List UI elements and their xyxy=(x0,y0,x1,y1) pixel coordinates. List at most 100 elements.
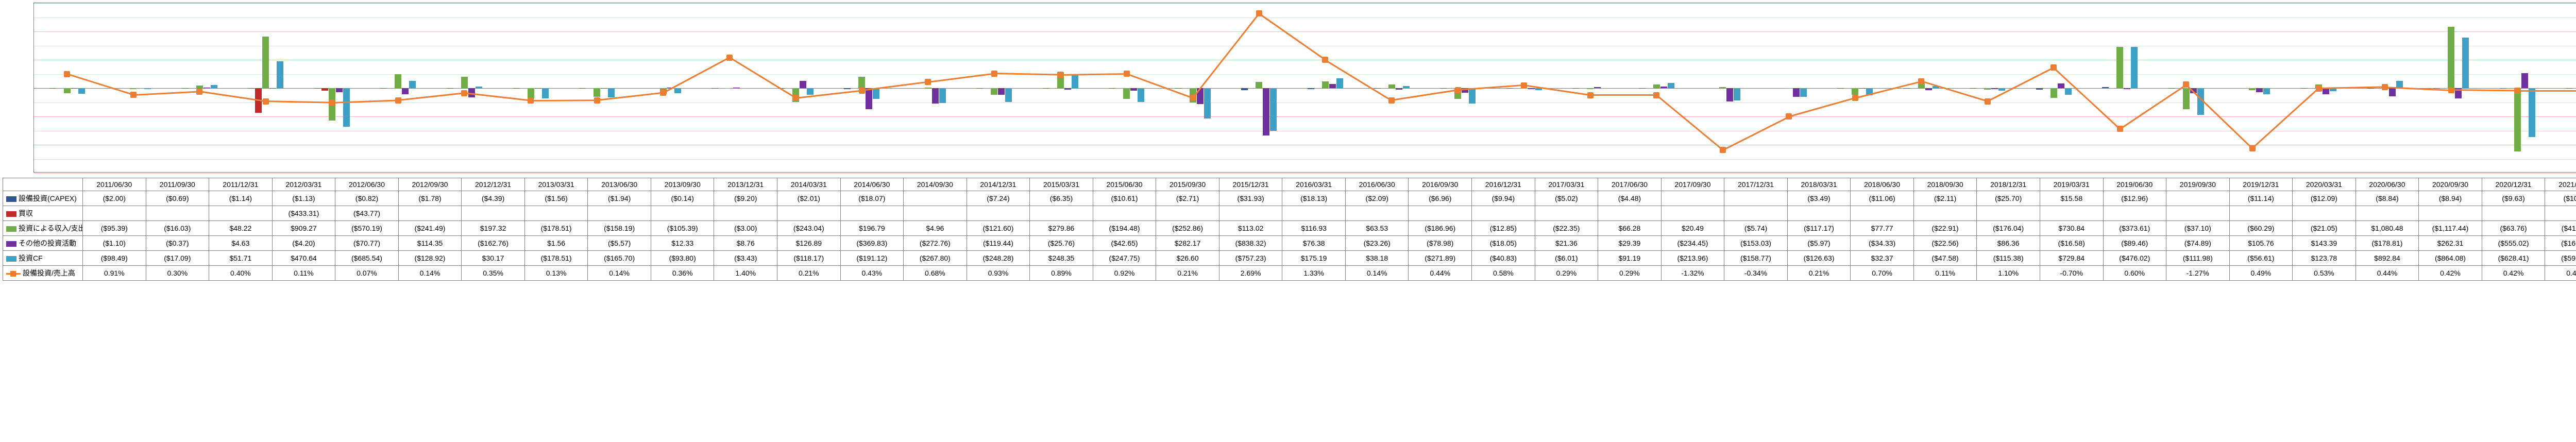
period-header: 2017/06/30 xyxy=(1598,178,1662,191)
cell-pct: 0.53% xyxy=(2293,266,2356,281)
bar-invest_cf xyxy=(1734,88,1740,100)
cell-other_invest_inc: ($186.96) xyxy=(1409,221,1472,236)
cell-pct: 0.46% xyxy=(2545,266,2576,281)
cell-invest_cf: ($3.43) xyxy=(714,251,777,266)
cell-other_invest_inc: ($570.19) xyxy=(335,221,399,236)
cell-other_invest_act: ($234.45) xyxy=(1661,236,1724,251)
period-header: 2014/09/30 xyxy=(904,178,967,191)
bar-invest_cf xyxy=(1204,88,1211,118)
cell-other_invest_act: ($272.76) xyxy=(904,236,967,251)
period-header: 2014/03/31 xyxy=(777,178,841,191)
bar-capex xyxy=(1506,88,1513,89)
cell-capex: ($18.13) xyxy=(1282,191,1346,206)
pct-line-segment xyxy=(67,74,133,96)
cell-capex: ($11.06) xyxy=(1851,191,1914,206)
period-header: 2015/09/30 xyxy=(1156,178,1219,191)
cell-pct: 0.14% xyxy=(398,266,462,281)
cell-invest_cf: ($628.41) xyxy=(2482,251,2545,266)
bar-invest_cf xyxy=(277,61,283,88)
cell-other_invest_act: ($16.58) xyxy=(2040,236,2103,251)
cell-capex: ($9.94) xyxy=(1472,191,1535,206)
cell-capex: ($18.07) xyxy=(840,191,904,206)
cell-other_invest_inc: ($22.35) xyxy=(1535,221,1598,236)
cell-capex xyxy=(1661,191,1724,206)
cell-other_invest_inc: $48.22 xyxy=(209,221,273,236)
pct-line-marker xyxy=(263,98,269,105)
bar-capex xyxy=(1043,88,1049,89)
row-header-other_invest_inc: 投資による収入/支出 xyxy=(3,221,83,236)
cell-acquisition xyxy=(1156,206,1219,221)
cell-acquisition xyxy=(840,206,904,221)
bar-other_invest_act xyxy=(1130,88,1137,91)
period-header: 2016/03/31 xyxy=(1282,178,1346,191)
period-header: 2018/09/30 xyxy=(1913,178,1977,191)
cell-invest_cf: ($213.96) xyxy=(1661,251,1724,266)
bar-other_invest_act xyxy=(1925,88,1932,90)
data-table: 2011/06/302011/09/302011/12/312012/03/31… xyxy=(3,178,2576,281)
cell-invest_cf: ($126.63) xyxy=(1787,251,1851,266)
cell-acquisition xyxy=(1093,206,1156,221)
cell-other_invest_inc: $66.28 xyxy=(1598,221,1662,236)
cell-acquisition xyxy=(1724,206,1788,221)
period-header: 2013/03/31 xyxy=(524,178,588,191)
cell-capex: ($7.24) xyxy=(967,191,1030,206)
cell-pct: 0.44% xyxy=(2355,266,2419,281)
cell-other_invest_inc: ($412.11) xyxy=(2545,221,2576,236)
bar-other_invest_inc xyxy=(395,74,401,88)
pct-line-marker xyxy=(2514,88,2520,94)
grid-line xyxy=(34,3,2576,4)
cell-invest_cf: $51.71 xyxy=(209,251,273,266)
pct-line-marker xyxy=(1322,57,1328,63)
cell-other_invest_inc: ($12.85) xyxy=(1472,221,1535,236)
cell-acquisition xyxy=(2166,206,2230,221)
cell-other_invest_inc: $63.53 xyxy=(1345,221,1409,236)
bar-capex xyxy=(2168,88,2175,89)
bar-other_invest_inc xyxy=(1587,88,1594,89)
row-header-capex: 設備投資(CAPEX) xyxy=(3,191,83,206)
period-header: 2016/12/31 xyxy=(1472,178,1535,191)
pct-line-marker xyxy=(1918,78,1924,84)
cell-other_invest_act: ($5.97) xyxy=(1787,236,1851,251)
cell-pct: 0.21% xyxy=(1787,266,1851,281)
cell-other_invest_act: $105.76 xyxy=(2229,236,2293,251)
cell-acquisition xyxy=(588,206,651,221)
pct-line-segment xyxy=(1192,13,1260,99)
bar-invest_cf xyxy=(873,88,879,99)
cell-other_invest_act: $1.56 xyxy=(524,236,588,251)
cell-capex: ($12.09) xyxy=(2293,191,2356,206)
cell-pct: 1.40% xyxy=(714,266,777,281)
cell-other_invest_act: $126.89 xyxy=(777,236,841,251)
cell-pct: 0.29% xyxy=(1535,266,1598,281)
cell-other_invest_inc: $730.84 xyxy=(2040,221,2103,236)
period-header: 2019/06/30 xyxy=(2103,178,2166,191)
bar-invest_cf xyxy=(343,88,350,127)
cell-other_invest_act: ($119.44) xyxy=(967,236,1030,251)
cell-pct: 0.13% xyxy=(524,266,588,281)
pct-line-marker xyxy=(1455,87,1461,93)
bar-invest_cf xyxy=(2529,88,2535,137)
cell-other_invest_act: ($4.20) xyxy=(272,236,335,251)
period-header: 2019/12/31 xyxy=(2229,178,2293,191)
bar-capex xyxy=(2500,88,2506,89)
cell-invest_cf: $892.84 xyxy=(2355,251,2419,266)
cell-invest_cf: ($191.12) xyxy=(840,251,904,266)
cell-other_invest_inc: $1,080.48 xyxy=(2355,221,2419,236)
pct-line-segment xyxy=(1656,95,1723,151)
bar-other_invest_inc xyxy=(262,37,269,88)
cell-capex: ($1.78) xyxy=(398,191,462,206)
cell-other_invest_act: ($1.10) xyxy=(83,236,146,251)
cell-other_invest_act: ($162.76) xyxy=(462,236,525,251)
cell-other_invest_inc: ($37.10) xyxy=(2166,221,2230,236)
bar-invest_cf xyxy=(1998,88,2005,91)
pct-line-segment xyxy=(1524,84,1590,96)
cell-invest_cf: ($47.58) xyxy=(1913,251,1977,266)
bar-other_invest_inc xyxy=(1322,81,1329,88)
cell-acquisition xyxy=(1219,206,1282,221)
pct-line-segment xyxy=(1987,67,2054,102)
bar-invest_cf xyxy=(78,88,85,94)
bar-other_invest_inc xyxy=(1388,84,1395,88)
period-header: 2011/12/31 xyxy=(209,178,273,191)
cell-capex: ($8.94) xyxy=(2419,191,2482,206)
cell-capex: ($2.71) xyxy=(1156,191,1219,206)
cell-other_invest_act: $114.35 xyxy=(398,236,462,251)
